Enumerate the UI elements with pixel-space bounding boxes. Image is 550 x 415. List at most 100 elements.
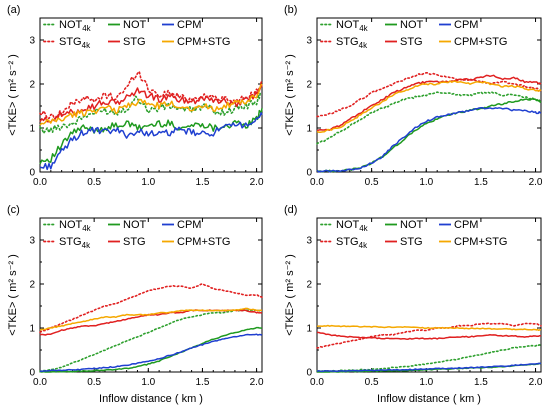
- series-line-stg: [316, 331, 542, 340]
- series-line-not: [39, 326, 263, 373]
- y-tick-label: 2: [29, 280, 35, 291]
- legend-text: STG: [123, 236, 146, 248]
- legend-text: NOT: [400, 219, 424, 231]
- legend-text: NOT: [336, 219, 360, 231]
- legend-label: NOT: [400, 219, 424, 231]
- legend-text: NOT: [59, 219, 83, 231]
- y-axis-label: <TKE> ( m² s⁻² ): [284, 254, 296, 336]
- legend-text: STG: [400, 236, 423, 248]
- legend-text: CPM: [177, 19, 201, 31]
- plot-frame: [39, 17, 263, 173]
- legend-label: STG: [123, 36, 146, 48]
- legend-text: CPM: [454, 219, 478, 231]
- legend-text: STG: [59, 36, 82, 48]
- x-tick-label: 1.0: [141, 177, 155, 188]
- legend-label: NOT: [123, 19, 147, 31]
- plot-frame: [39, 217, 263, 373]
- legend-label: STG4k: [59, 236, 91, 250]
- y-tick-label: 1: [29, 324, 35, 335]
- legend-label: NOT4k: [59, 219, 92, 233]
- legend-label: CPM+STG: [177, 36, 230, 48]
- legend-label: STG: [400, 36, 423, 48]
- plot-frame: [316, 17, 542, 173]
- legend-label: STG: [123, 236, 146, 248]
- legend-text: CPM: [454, 19, 478, 31]
- legend-label: CPM+STG: [454, 236, 507, 248]
- y-tick-label: 1: [306, 324, 312, 335]
- series-line-stg4k: [39, 282, 263, 334]
- series-line-cpmstg: [39, 83, 263, 126]
- series-line-cpm: [39, 112, 263, 171]
- series-line-not: [39, 108, 263, 165]
- legend-label: NOT4k: [59, 19, 92, 33]
- series-line-cpmstg: [316, 80, 542, 133]
- x-tick-label: 0.0: [310, 177, 324, 188]
- x-tick-label: 0.5: [87, 377, 101, 388]
- panel-a: 0.0 0.5 1.0 1.5 2.0 0 1 2 3 <TKE> ( m² s⁻² ) (a) NO…: [7, 4, 264, 188]
- legend-text: CPM+STG: [454, 36, 507, 48]
- x-tick-label: 0.0: [310, 377, 324, 388]
- legend-text: STG: [400, 36, 423, 48]
- x-tick-label: 1.5: [195, 377, 209, 388]
- y-tick-label: 1: [306, 124, 312, 135]
- series-line-stg4k: [39, 70, 263, 120]
- legend-text: STG: [123, 36, 146, 48]
- legend-label: NOT: [400, 19, 424, 31]
- series-line-cpm: [316, 107, 542, 173]
- legend-text: NOT: [59, 19, 83, 31]
- x-axis-label: Inflow distance ( km ): [377, 393, 481, 405]
- series-line-cpmstg: [39, 307, 263, 331]
- panel-b: 0.0 0.5 1.0 1.5 2.0 0 1 2 3 <TKE> ( m² s⁻² ) (b) NO…: [284, 4, 543, 188]
- panel-label: (d): [284, 204, 297, 216]
- legend-text: NOT: [400, 19, 424, 31]
- x-tick-label: 1.0: [419, 377, 433, 388]
- x-tick-label: 1.5: [474, 377, 488, 388]
- y-tick-label: 0: [306, 168, 312, 179]
- legend-subscript: 4k: [82, 24, 91, 33]
- y-tick-label: 1: [29, 124, 35, 135]
- legend-text: CPM+STG: [454, 236, 507, 248]
- legend-subscript: 4k: [82, 41, 91, 50]
- y-tick-label: 2: [306, 80, 312, 91]
- legend-text: NOT: [123, 219, 147, 231]
- legend-text: CPM+STG: [177, 36, 230, 48]
- plot-frame: [316, 217, 542, 373]
- legend-text: STG: [59, 236, 82, 248]
- x-tick-label: 1.0: [141, 377, 155, 388]
- series-group: [39, 70, 263, 171]
- series-line-cpmstg: [316, 324, 542, 331]
- series-line-cpm: [39, 333, 263, 373]
- series-line-not4k: [316, 343, 542, 373]
- legend-label: CPM+STG: [454, 36, 507, 48]
- series-line-cpm: [316, 362, 542, 373]
- x-axis-label: Inflow distance ( km ): [99, 393, 203, 405]
- y-axis-label: <TKE> ( m² s⁻² ): [7, 54, 19, 136]
- x-tick-label: 2.0: [529, 377, 543, 388]
- legend-subscript: 4k: [359, 241, 368, 250]
- legend-text: STG: [336, 236, 359, 248]
- y-tick-label: 3: [29, 36, 35, 47]
- y-axis-label: <TKE> ( m² s⁻² ): [7, 254, 19, 336]
- legend-label: CPM: [454, 219, 478, 231]
- legend-label: CPM: [454, 19, 478, 31]
- legend-label: CPM: [177, 219, 201, 231]
- series-line-not4k: [39, 309, 263, 373]
- series-line-stg: [39, 81, 263, 123]
- legend-text: NOT: [123, 19, 147, 31]
- legend-text: NOT: [336, 19, 360, 31]
- legend-subscript: 4k: [82, 224, 91, 233]
- legend-label: CPM: [177, 19, 201, 31]
- panel-c: 0.0 0.5 1.0 1.5 2.0 0 1 2 3 <TKE> ( m² s⁻² ) Inflo…: [7, 204, 264, 405]
- series-group: [316, 72, 542, 173]
- legend-label: NOT4k: [336, 19, 369, 33]
- panel-label: (c): [7, 204, 20, 216]
- legend-label: NOT: [123, 219, 147, 231]
- legend-label: CPM+STG: [177, 236, 230, 248]
- series-line-stg4k: [316, 72, 542, 118]
- y-tick-label: 0: [306, 368, 312, 379]
- legend-label: STG4k: [336, 36, 368, 50]
- legend-subscript: 4k: [82, 241, 91, 250]
- y-axis-label: <TKE> ( m² s⁻² ): [284, 54, 296, 136]
